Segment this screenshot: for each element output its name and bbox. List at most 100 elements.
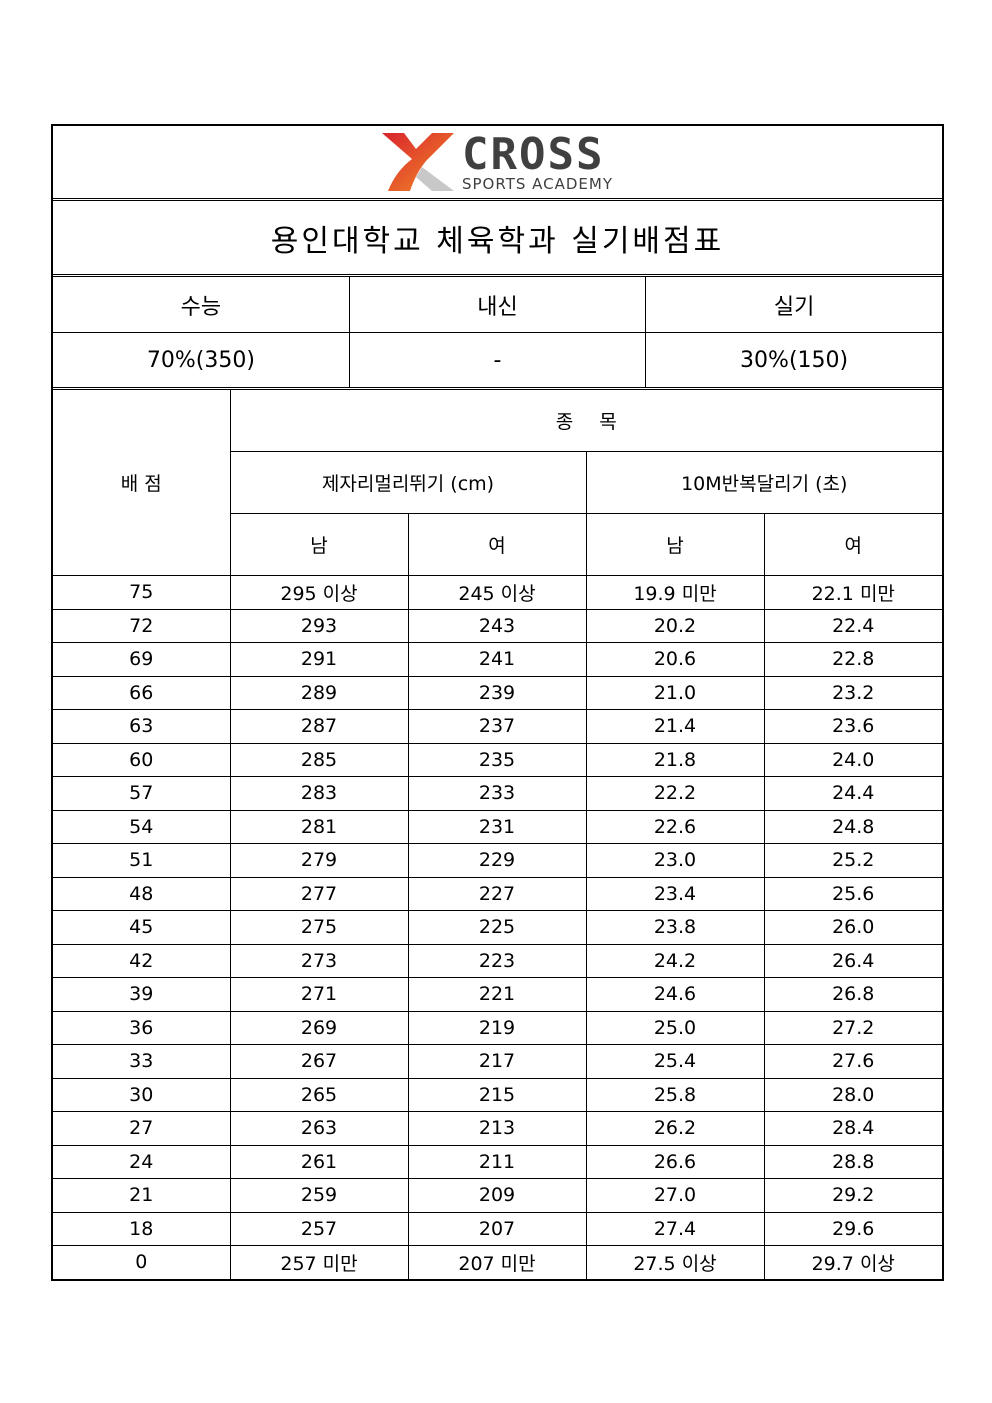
record-cell: 29.2 <box>763 1178 942 1213</box>
score-cell: 66 <box>53 675 231 710</box>
score-sheet: CROSS SPORTS ACADEMY 용인대학교 체육학과 실기배점표 수능… <box>51 124 944 1281</box>
table-row: 66 289 239 21.0 23.2 <box>53 675 942 710</box>
record-cell: 279 <box>229 843 409 878</box>
record-cell: 263 <box>229 1111 409 1146</box>
record-cell: 243 <box>407 608 587 643</box>
ratio-table: 수능 내신 실기 70%(350) - 30%(150) <box>53 277 942 387</box>
table-row: 72 293 243 20.2 22.4 <box>53 608 942 643</box>
table-row: 21 259 209 27.0 29.2 <box>53 1178 942 1213</box>
record-cell: 24.4 <box>763 776 942 811</box>
record-cell: 21.8 <box>585 742 765 777</box>
record-cell: 261 <box>229 1144 409 1179</box>
ratio-value: - <box>348 332 647 387</box>
record-cell: 257 <box>229 1211 409 1246</box>
record-cell: 27.6 <box>763 1044 942 1079</box>
table-row: 39 271 221 24.6 26.8 <box>53 977 942 1012</box>
record-cell: 25.6 <box>763 876 942 911</box>
record-cell: 295 이상 <box>229 575 409 610</box>
record-cell: 20.6 <box>585 642 765 677</box>
logo-brand: CROSS <box>461 128 605 180</box>
record-cell: 269 <box>229 1010 409 1045</box>
record-cell: 293 <box>229 608 409 643</box>
record-cell: 207 <box>407 1211 587 1246</box>
record-cell: 239 <box>407 675 587 710</box>
record-cell: 29.7 이상 <box>763 1245 942 1279</box>
table-row: 45 275 225 23.8 26.0 <box>53 910 942 945</box>
record-cell: 213 <box>407 1111 587 1146</box>
gender-header: 남 <box>585 513 765 576</box>
record-cell: 265 <box>229 1077 409 1112</box>
record-cell: 209 <box>407 1178 587 1213</box>
table-row: 57 283 233 22.2 24.4 <box>53 776 942 811</box>
record-cell: 28.8 <box>763 1144 942 1179</box>
table-row: 0 257 미만 207 미만 27.5 이상 29.7 이상 <box>53 1245 942 1279</box>
gender-header: 남 <box>230 513 409 576</box>
record-cell: 29.6 <box>763 1211 942 1246</box>
score-cell: 21 <box>53 1178 231 1213</box>
record-cell: 223 <box>407 943 587 978</box>
table-row: 27 263 213 26.2 28.4 <box>53 1111 942 1146</box>
score-header: 배 점 <box>53 390 231 576</box>
record-cell: 28.4 <box>763 1111 942 1146</box>
record-cell: 283 <box>229 776 409 811</box>
table-row: 54 281 231 22.6 24.8 <box>53 809 942 844</box>
record-cell: 257 미만 <box>229 1245 409 1279</box>
record-cell: 21.4 <box>585 709 765 744</box>
record-cell: 25.8 <box>585 1077 765 1112</box>
record-cell: 25.0 <box>585 1010 765 1045</box>
record-cell: 26.2 <box>585 1111 765 1146</box>
record-cell: 19.9 미만 <box>585 575 765 610</box>
record-cell: 25.4 <box>585 1044 765 1079</box>
record-cell: 24.2 <box>585 943 765 978</box>
record-cell: 24.8 <box>763 809 942 844</box>
record-cell: 245 이상 <box>407 575 587 610</box>
record-cell: 291 <box>229 642 409 677</box>
score-cell: 48 <box>53 876 231 911</box>
gender-header: 여 <box>763 513 942 576</box>
record-cell: 287 <box>229 709 409 744</box>
record-cell: 229 <box>407 843 587 878</box>
score-cell: 51 <box>53 843 231 878</box>
record-cell: 23.8 <box>585 910 765 945</box>
record-cell: 20.2 <box>585 608 765 643</box>
ratio-value: 30%(150) <box>645 332 942 387</box>
record-cell: 273 <box>229 943 409 978</box>
record-cell: 281 <box>229 809 409 844</box>
record-cell: 22.8 <box>763 642 942 677</box>
table-row: 63 287 237 21.4 23.6 <box>53 709 942 744</box>
table-row: 36 269 219 25.0 27.2 <box>53 1010 942 1045</box>
record-cell: 25.2 <box>763 843 942 878</box>
record-cell: 225 <box>407 910 587 945</box>
score-cell: 33 <box>53 1044 231 1079</box>
record-cell: 22.6 <box>585 809 765 844</box>
record-cell: 237 <box>407 709 587 744</box>
ratio-header: 내신 <box>348 277 647 333</box>
record-cell: 267 <box>229 1044 409 1079</box>
score-cell: 18 <box>53 1211 231 1246</box>
event-header: 제자리멀리뛰기 (cm) <box>230 451 587 514</box>
logo: CROSS SPORTS ACADEMY <box>53 126 942 201</box>
table-row: 69 291 241 20.6 22.8 <box>53 642 942 677</box>
ratio-header: 수능 <box>53 277 350 333</box>
record-cell: 21.0 <box>585 675 765 710</box>
score-cell: 69 <box>53 642 231 677</box>
record-cell: 259 <box>229 1178 409 1213</box>
table-row: 60 285 235 21.8 24.0 <box>53 742 942 777</box>
table-row: 18 257 207 27.4 29.6 <box>53 1211 942 1246</box>
record-cell: 24.6 <box>585 977 765 1012</box>
record-cell: 22.1 미만 <box>763 575 942 610</box>
score-cell: 24 <box>53 1144 231 1179</box>
record-cell: 26.4 <box>763 943 942 978</box>
score-cell: 57 <box>53 776 231 811</box>
record-cell: 207 미만 <box>407 1245 587 1279</box>
score-cell: 72 <box>53 608 231 643</box>
record-cell: 26.8 <box>763 977 942 1012</box>
score-table: 배 점 종 목 제자리멀리뛰기 (cm) 10M반복달리기 (초) 남 여 남 … <box>53 390 942 1279</box>
record-cell: 215 <box>407 1077 587 1112</box>
record-cell: 275 <box>229 910 409 945</box>
record-cell: 285 <box>229 742 409 777</box>
record-cell: 23.6 <box>763 709 942 744</box>
score-cell: 42 <box>53 943 231 978</box>
table-row: 30 265 215 25.8 28.0 <box>53 1077 942 1112</box>
cross-logo-icon <box>381 133 454 191</box>
